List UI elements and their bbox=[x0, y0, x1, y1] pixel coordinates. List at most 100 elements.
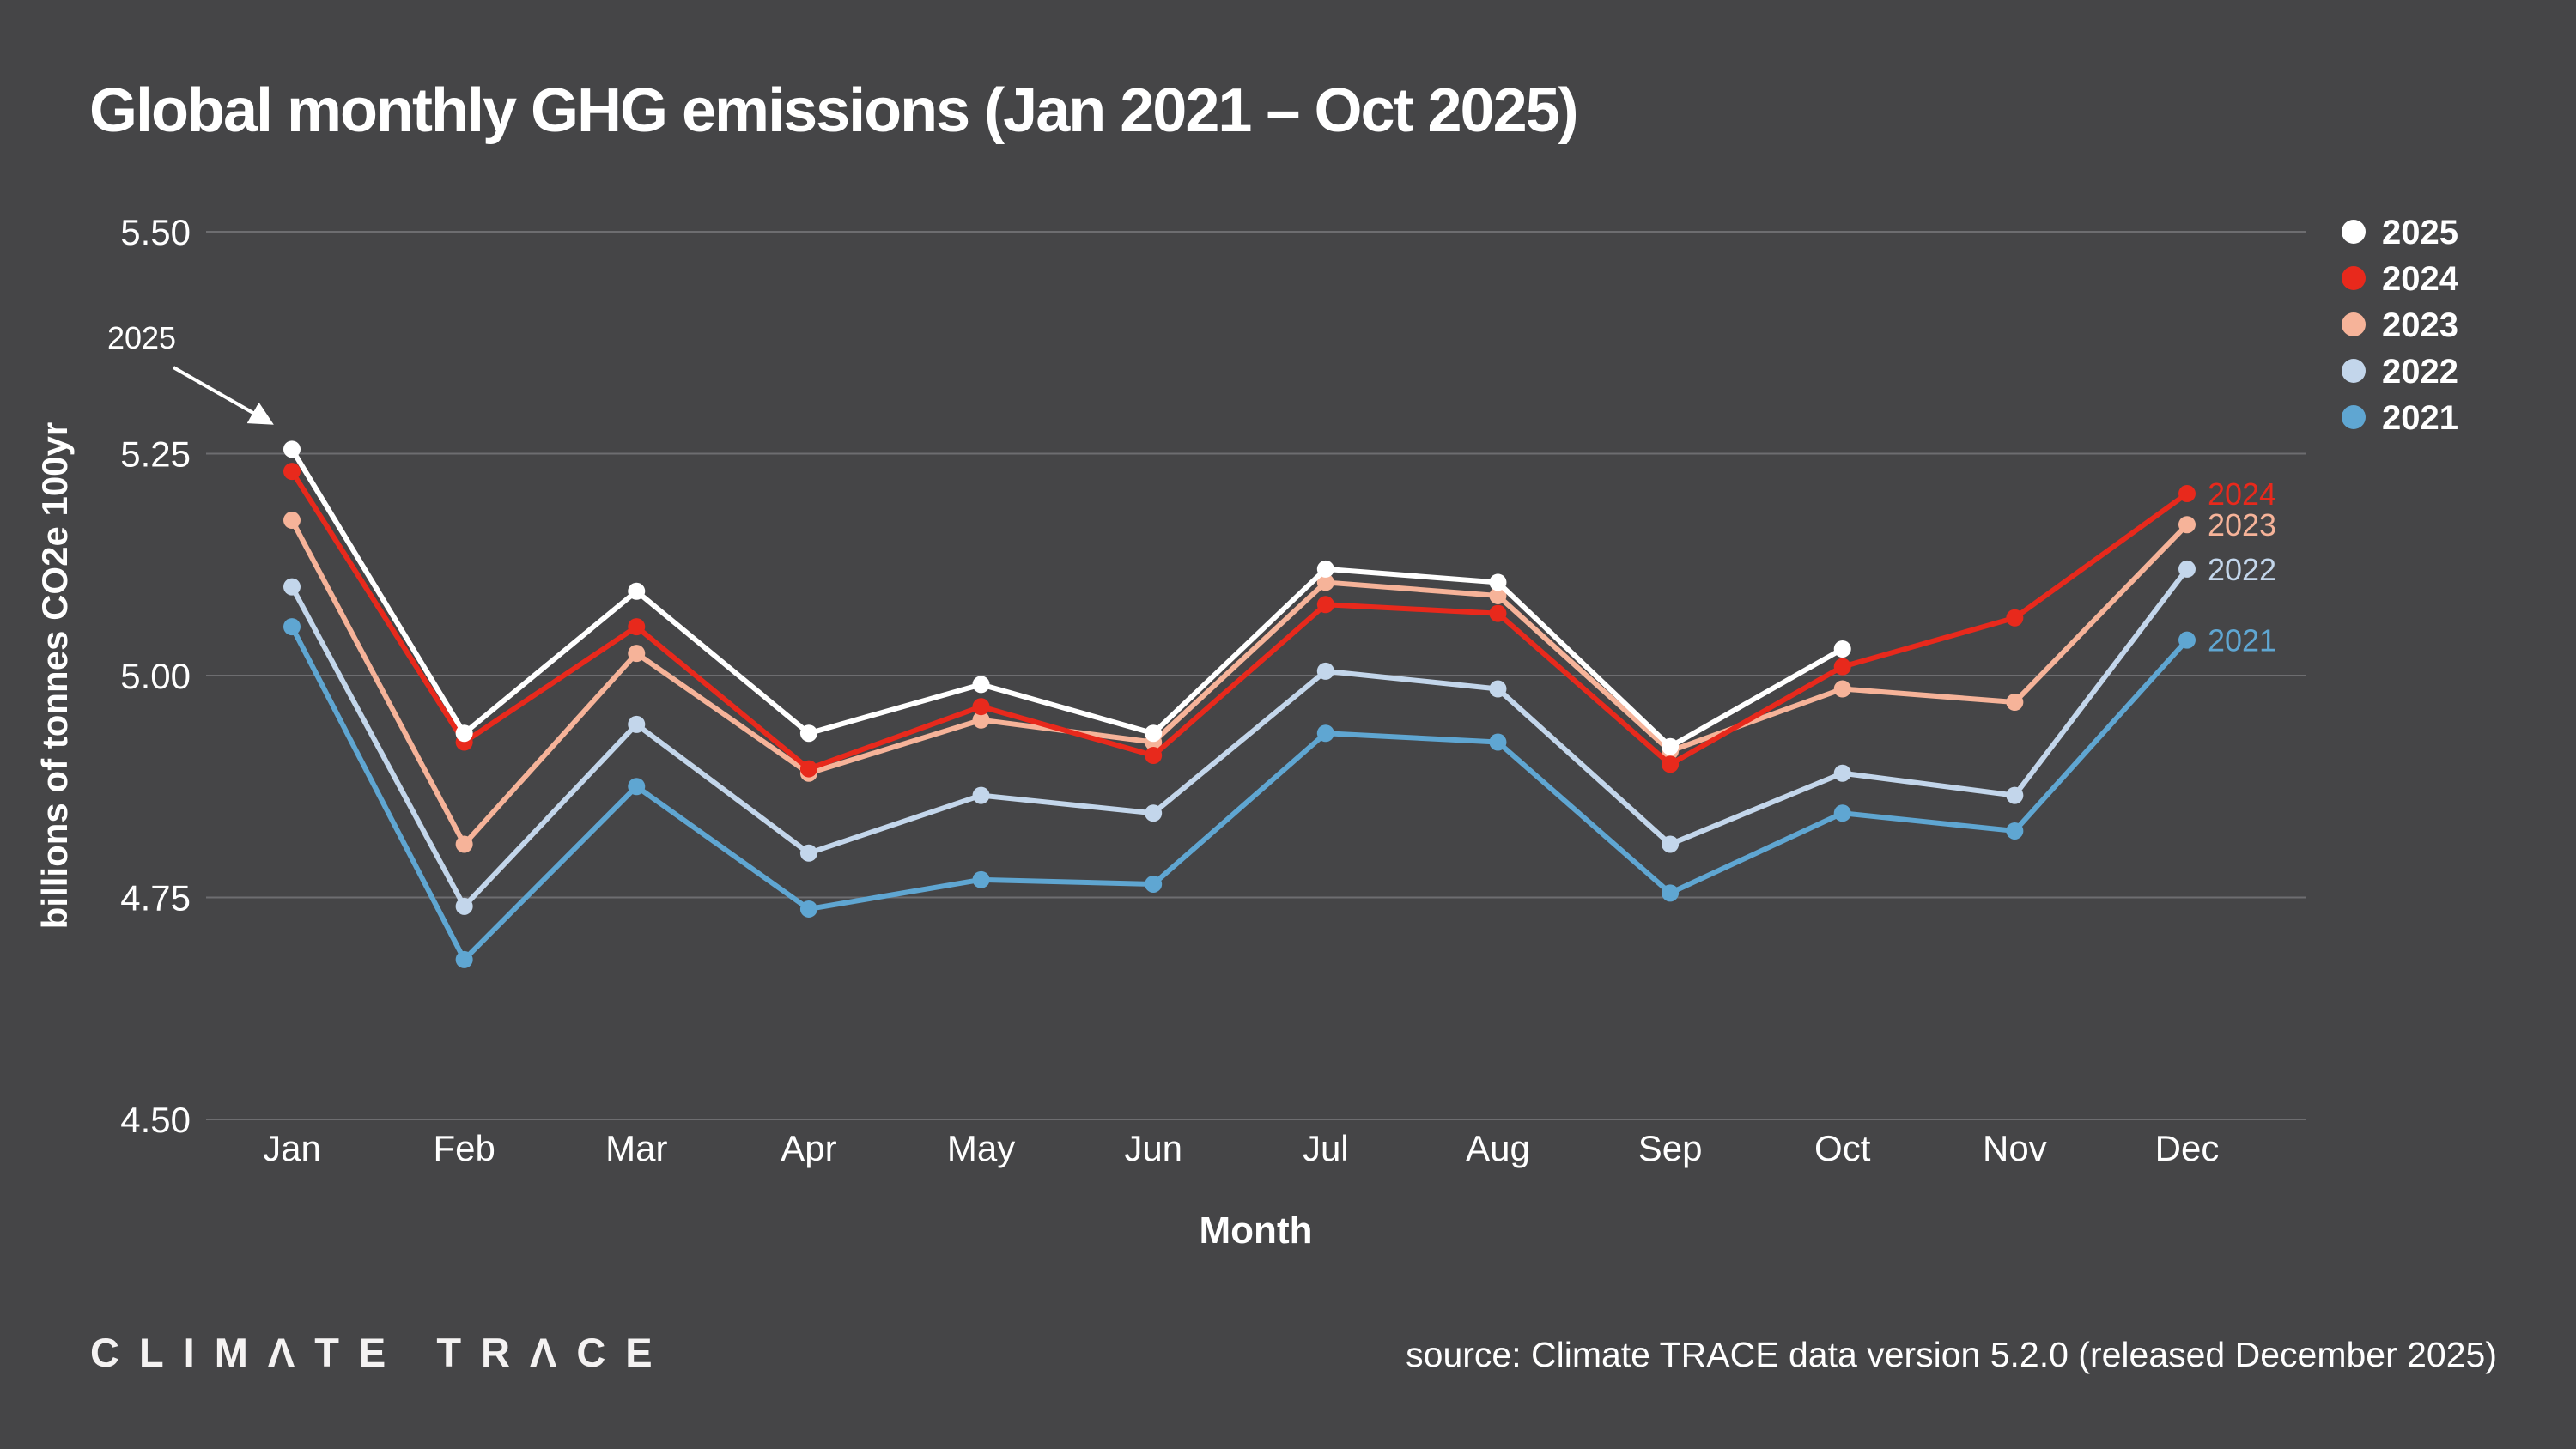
data-point-2021 bbox=[1833, 804, 1851, 822]
data-point-2025 bbox=[1662, 737, 1680, 755]
series-line-2024 bbox=[289, 469, 2190, 772]
data-point-2024 bbox=[628, 618, 646, 636]
data-point-2023 bbox=[1833, 680, 1851, 698]
data-point-2024 bbox=[283, 463, 301, 481]
data-point-2025 bbox=[1316, 560, 1334, 578]
data-point-2023 bbox=[972, 711, 990, 729]
x-tick-label: Feb bbox=[433, 1128, 495, 1168]
x-tick-label: Jul bbox=[1303, 1128, 1349, 1168]
y-tick-label: 5.50 bbox=[120, 212, 191, 252]
data-point-2023 bbox=[628, 645, 646, 663]
data-point-2021 bbox=[283, 618, 301, 636]
line-end-label-2024: 2024 bbox=[2208, 476, 2276, 512]
data-point-2021 bbox=[972, 870, 990, 888]
data-point-2022 bbox=[1489, 680, 1507, 698]
data-point-2025 bbox=[1489, 573, 1507, 591]
data-point-2023 bbox=[1316, 573, 1334, 591]
annotation-arrow-icon bbox=[173, 366, 274, 425]
legend-item: 2022 bbox=[2342, 353, 2458, 391]
series-line-2023 bbox=[289, 518, 2190, 847]
data-point-2021 bbox=[1489, 733, 1507, 751]
legend-item: 2024 bbox=[2342, 260, 2459, 298]
legend-label: 2021 bbox=[2382, 399, 2458, 437]
x-tick-label: Oct bbox=[1814, 1128, 1871, 1168]
x-tick-label: Dec bbox=[2155, 1128, 2220, 1168]
legend-label: 2024 bbox=[2382, 260, 2459, 298]
data-point-2025 bbox=[283, 440, 301, 458]
legend-label: 2025 bbox=[2382, 214, 2458, 252]
legend-label: 2023 bbox=[2382, 306, 2458, 344]
line-end-label-2022: 2022 bbox=[2208, 552, 2276, 587]
x-tick-label: Sep bbox=[1638, 1128, 1703, 1168]
data-point-2021 bbox=[2006, 822, 2024, 840]
y-axis-title: billions of tonnes CO2e 100yr bbox=[34, 422, 75, 929]
y-tick-label: 5.25 bbox=[120, 434, 191, 475]
data-point-2022 bbox=[283, 578, 301, 596]
data-point-2021 bbox=[799, 900, 817, 918]
data-point-2022 bbox=[1662, 835, 1680, 853]
data-point-2022 bbox=[628, 715, 646, 733]
x-tick-label: Apr bbox=[781, 1128, 836, 1168]
line-end-label-2023: 2023 bbox=[2208, 507, 2276, 543]
data-point-2021 bbox=[1662, 884, 1680, 902]
chart-title: Global monthly GHG emissions (Jan 2021 –… bbox=[89, 76, 1579, 145]
data-point-2023 bbox=[2178, 516, 2196, 534]
annotation-2025: 2025 bbox=[107, 320, 176, 355]
data-point-2022 bbox=[1833, 764, 1851, 782]
data-point-2022 bbox=[2178, 560, 2196, 578]
data-point-2024 bbox=[1833, 658, 1851, 676]
legend-item: 2025 bbox=[2342, 214, 2458, 252]
data-point-2025 bbox=[1833, 640, 1851, 658]
x-tick-label: Nov bbox=[1983, 1128, 2047, 1168]
data-point-2022 bbox=[972, 786, 990, 804]
data-point-2023 bbox=[1489, 586, 1507, 604]
legend: 2025 2024 2023 2022 2021 bbox=[2342, 214, 2459, 437]
data-point-2025 bbox=[628, 582, 646, 600]
y-tick-label: 4.50 bbox=[120, 1100, 191, 1140]
data-point-2022 bbox=[1145, 804, 1163, 822]
climate-trace-logo: CLIMΛTE TRΛCE bbox=[90, 1330, 672, 1375]
line-end-label-2021: 2021 bbox=[2208, 623, 2276, 658]
data-point-2022 bbox=[455, 897, 473, 915]
data-point-2024 bbox=[1145, 747, 1163, 765]
data-point-2022 bbox=[1316, 662, 1334, 680]
data-point-2025 bbox=[1145, 724, 1163, 743]
x-tick-label: Mar bbox=[605, 1128, 667, 1168]
x-axis-title: Month bbox=[1200, 1210, 1313, 1252]
legend-swatch-icon bbox=[2342, 220, 2366, 244]
data-point-2025 bbox=[455, 724, 473, 743]
data-point-2023 bbox=[2006, 694, 2024, 712]
legend-swatch-icon bbox=[2342, 312, 2366, 336]
data-point-2024 bbox=[1489, 604, 1507, 622]
data-point-2023 bbox=[455, 835, 473, 853]
data-point-2025 bbox=[799, 724, 817, 743]
data-point-2021 bbox=[628, 778, 646, 796]
data-point-2022 bbox=[799, 844, 817, 862]
series-line-2025 bbox=[289, 446, 1845, 749]
data-point-2024 bbox=[972, 698, 990, 716]
legend-swatch-icon bbox=[2342, 359, 2366, 383]
data-point-2022 bbox=[2006, 786, 2024, 804]
y-tick-label: 5.00 bbox=[120, 656, 191, 696]
series-line-2022 bbox=[289, 566, 2190, 909]
x-tick-label: Aug bbox=[1466, 1128, 1530, 1168]
data-point-2023 bbox=[283, 512, 301, 530]
data-point-2024 bbox=[1316, 596, 1334, 614]
legend-label: 2022 bbox=[2382, 353, 2458, 391]
data-point-2021 bbox=[2178, 631, 2196, 649]
data-point-2025 bbox=[972, 676, 990, 694]
data-point-2021 bbox=[1145, 875, 1163, 893]
x-tick-label: Jun bbox=[1124, 1128, 1182, 1168]
source-credit: source: Climate TRACE data version 5.2.0… bbox=[1406, 1335, 2497, 1374]
data-point-2021 bbox=[1316, 724, 1334, 743]
data-point-2021 bbox=[455, 950, 473, 968]
data-point-2024 bbox=[799, 760, 817, 778]
x-tick-label: Jan bbox=[263, 1128, 321, 1168]
legend-item: 2023 bbox=[2342, 306, 2458, 344]
y-tick-label: 4.75 bbox=[120, 878, 191, 919]
legend-swatch-icon bbox=[2342, 266, 2366, 290]
x-tick-label: May bbox=[947, 1128, 1015, 1168]
legend-item: 2021 bbox=[2342, 399, 2458, 437]
data-point-2024 bbox=[2006, 609, 2024, 627]
